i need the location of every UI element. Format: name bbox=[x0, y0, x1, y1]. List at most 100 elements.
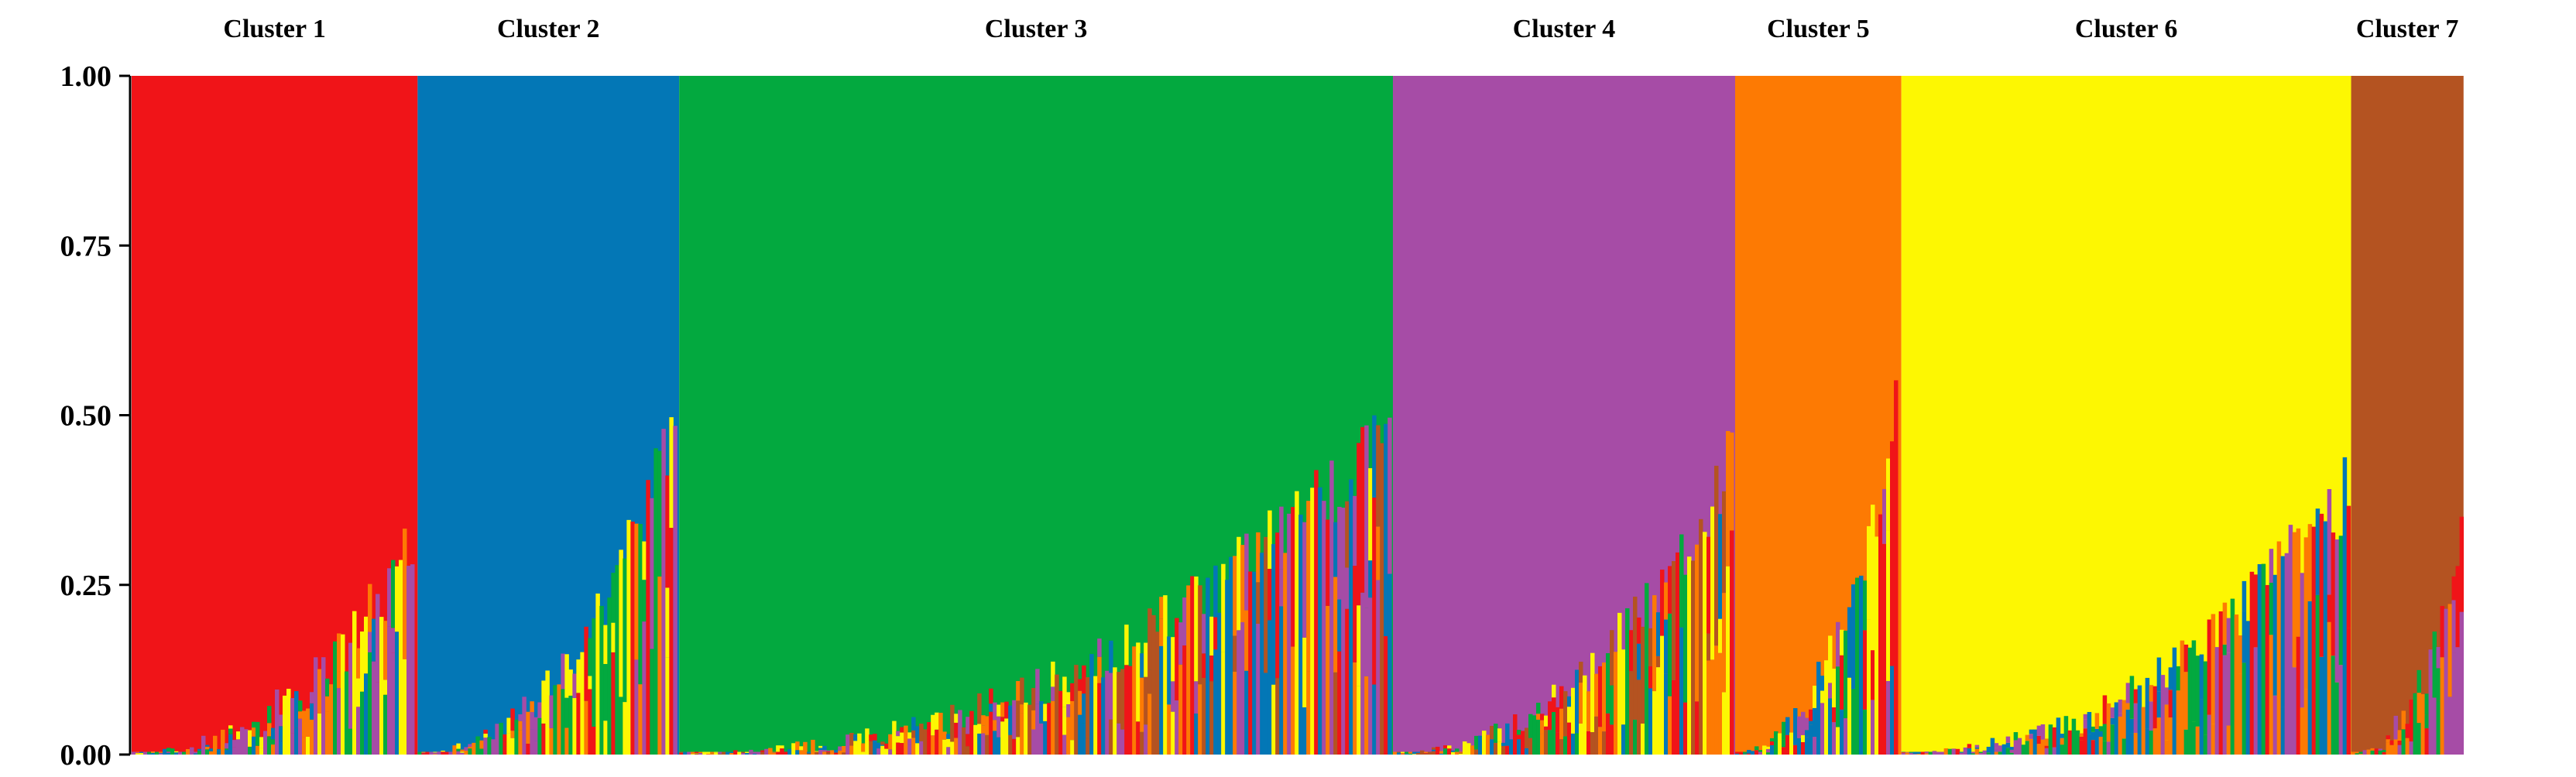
admixture-bar-segment bbox=[1648, 688, 1653, 755]
admixture-bar-segment bbox=[1275, 678, 1280, 755]
admixture-bar-segment bbox=[1408, 753, 1413, 755]
admixture-bar-segment bbox=[1742, 751, 1748, 754]
admixture-bar-segment bbox=[483, 738, 488, 755]
admixture-bar-segment bbox=[1532, 715, 1537, 755]
admixture-bar-segment bbox=[1147, 608, 1152, 670]
admixture-bar-segment bbox=[576, 693, 581, 755]
admixture-bar-segment bbox=[541, 723, 546, 755]
admixture-bar-segment bbox=[1668, 613, 1672, 697]
admixture-bar-segment bbox=[1167, 636, 1171, 705]
admixture-bar-segment bbox=[733, 750, 738, 755]
admixture-bar-segment bbox=[1544, 730, 1549, 755]
admixture-bar-segment bbox=[2296, 528, 2301, 637]
admixture-bar-segment bbox=[2110, 724, 2115, 755]
admixture-bar-segment bbox=[1563, 736, 1568, 755]
admixture-bar-segment bbox=[1267, 620, 1272, 755]
admixture-bar-segment bbox=[348, 642, 353, 729]
admixture-bar-segment bbox=[1610, 685, 1614, 725]
admixture-bar-segment bbox=[888, 749, 893, 755]
admixture-bar-segment bbox=[815, 751, 819, 752]
admixture-bar-segment bbox=[1240, 545, 1245, 622]
admixture-bar-segment bbox=[275, 689, 280, 755]
admixture-bar-segment bbox=[1353, 566, 1357, 662]
admixture-bar-segment bbox=[1552, 697, 1556, 713]
admixture-bar-segment bbox=[564, 697, 569, 728]
admixture-bar-segment bbox=[1435, 746, 1440, 755]
admixture-bar-segment bbox=[1994, 751, 1999, 755]
admixture-bar-segment bbox=[2276, 541, 2282, 755]
admixture-bar-segment bbox=[865, 728, 870, 755]
admixture-bar-segment bbox=[599, 605, 604, 652]
admixture-bar-segment bbox=[1360, 426, 1365, 593]
admixture-bar-segment bbox=[1256, 624, 1261, 755]
admixture-bar-segment bbox=[1994, 743, 1999, 748]
admixture-bar-segment bbox=[2401, 710, 2406, 730]
admixture-bar-segment bbox=[2424, 728, 2430, 755]
admixture-bar-segment bbox=[1633, 719, 1638, 755]
admixture-bar-segment bbox=[352, 611, 357, 755]
admixture-bar-segment bbox=[2106, 703, 2111, 742]
admixture-bar-segment bbox=[1610, 630, 1614, 686]
admixture-bar-segment bbox=[1571, 687, 1576, 734]
admixture-bar-segment bbox=[1831, 722, 1837, 755]
admixture-bar-segment bbox=[2191, 640, 2197, 722]
admixture-bar-segment bbox=[706, 753, 711, 755]
admixture-bar-segment bbox=[669, 528, 674, 755]
admixture-bar-segment bbox=[1785, 717, 1790, 735]
admixture-bar-segment bbox=[846, 734, 850, 755]
admixture-bar-segment bbox=[1792, 708, 1798, 745]
admixture-bar-segment bbox=[753, 751, 757, 754]
admixture-bar-segment bbox=[1521, 731, 1525, 755]
admixture-bar-segment bbox=[989, 703, 993, 712]
admixture-bar-segment bbox=[139, 751, 144, 753]
admixture-bar-segment bbox=[1637, 643, 1641, 680]
admixture-bar-segment bbox=[1586, 691, 1591, 704]
admixture-bar-segment bbox=[1710, 659, 1715, 755]
admixture-bar-segment bbox=[1078, 690, 1082, 715]
admixture-bar-segment bbox=[2238, 635, 2243, 674]
admixture-bar-segment bbox=[1144, 642, 1148, 677]
admixture-bar-segment bbox=[1839, 709, 1844, 755]
admixture-bar-segment bbox=[1043, 703, 1048, 721]
admixture-bar-segment bbox=[1302, 637, 1307, 707]
admixture-bar-segment bbox=[2040, 724, 2046, 740]
admixture-bar-segment bbox=[623, 702, 627, 755]
admixture-bar-segment bbox=[592, 726, 596, 755]
admixture-bar-segment bbox=[1337, 506, 1342, 600]
admixture-bar-segment bbox=[1648, 628, 1653, 666]
admixture-bar-segment bbox=[687, 751, 691, 755]
admixture-bar-segment bbox=[194, 751, 198, 754]
admixture-bar-segment bbox=[603, 663, 608, 721]
admixture-bar-segment bbox=[1237, 536, 1241, 631]
admixture-bar-segment bbox=[468, 746, 472, 749]
cluster-label-6: Cluster 6 bbox=[2075, 15, 2178, 43]
admixture-bar-segment bbox=[345, 671, 349, 755]
admixture-bar-segment bbox=[1082, 723, 1086, 755]
admixture-bar-segment bbox=[2451, 652, 2457, 755]
admixture-bar-segment bbox=[1221, 563, 1226, 652]
admixture-bar-segment bbox=[368, 584, 372, 632]
admixture-bar-segment bbox=[1866, 525, 1871, 620]
admixture-bar-segment bbox=[1345, 567, 1350, 609]
admixture-bar-segment bbox=[1777, 733, 1782, 741]
admixture-bar-segment bbox=[1563, 691, 1568, 737]
admixture-bar-segment bbox=[190, 750, 194, 755]
admixture-bar-segment bbox=[2315, 594, 2320, 755]
admixture-bar-segment bbox=[695, 753, 699, 754]
admixture-bar-segment bbox=[799, 746, 804, 751]
admixture-bar-segment bbox=[880, 745, 885, 755]
admixture-bar-segment bbox=[1683, 574, 1688, 703]
admixture-bar-segment bbox=[2129, 718, 2135, 734]
admixture-bar-segment bbox=[1167, 704, 1171, 755]
admixture-bar-segment bbox=[2203, 661, 2208, 735]
admixture-bar-segment bbox=[472, 742, 476, 755]
admixture-bar-segment bbox=[1035, 669, 1040, 704]
admixture-bar-segment bbox=[2098, 731, 2104, 737]
admixture-bar-segment bbox=[749, 749, 753, 751]
admixture-bar-segment bbox=[1387, 417, 1392, 574]
admixture-bar-segment bbox=[1703, 532, 1707, 755]
admixture-bar-segment bbox=[749, 751, 753, 753]
admixture-bar-segment bbox=[294, 691, 299, 728]
admixture-bar-segment bbox=[1372, 415, 1377, 498]
admixture-bar-segment bbox=[954, 714, 959, 723]
